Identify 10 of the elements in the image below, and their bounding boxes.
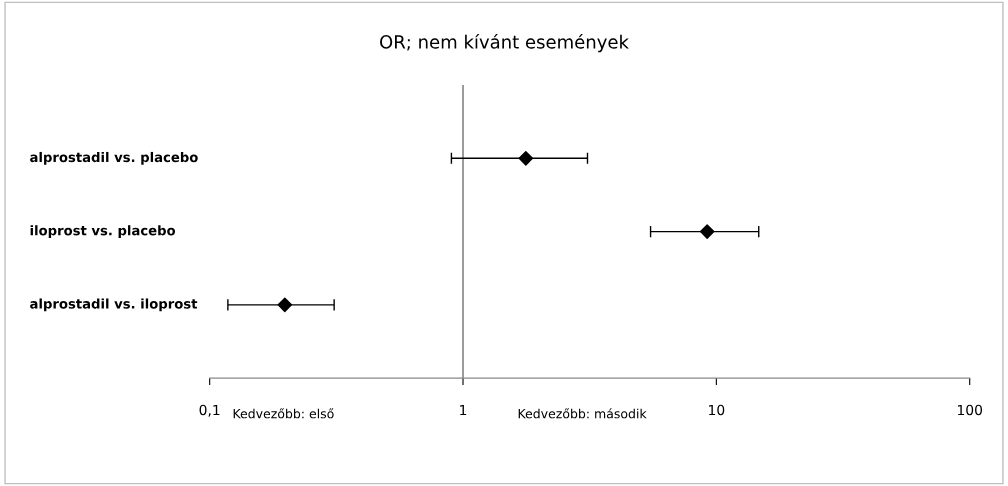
- text: Kedvezőbb: második: [518, 408, 647, 419]
- y-tick-label: iloprost vs. placebo: [30, 225, 176, 238]
- x-tick-label: 10: [709, 404, 725, 416]
- y-tick-label: alprostadil vs. placebo: [30, 151, 198, 165]
- x-tick-label: 100: [957, 404, 983, 416]
- chart-title: OR; nem kívánt események: [380, 34, 629, 53]
- x-tick-label: 1: [460, 404, 467, 416]
- text: Kedvezőbb: első: [233, 408, 334, 419]
- y-tick-label: alprostadil vs. iloprost: [30, 298, 198, 312]
- x-tick-label: 0,1: [199, 404, 220, 417]
